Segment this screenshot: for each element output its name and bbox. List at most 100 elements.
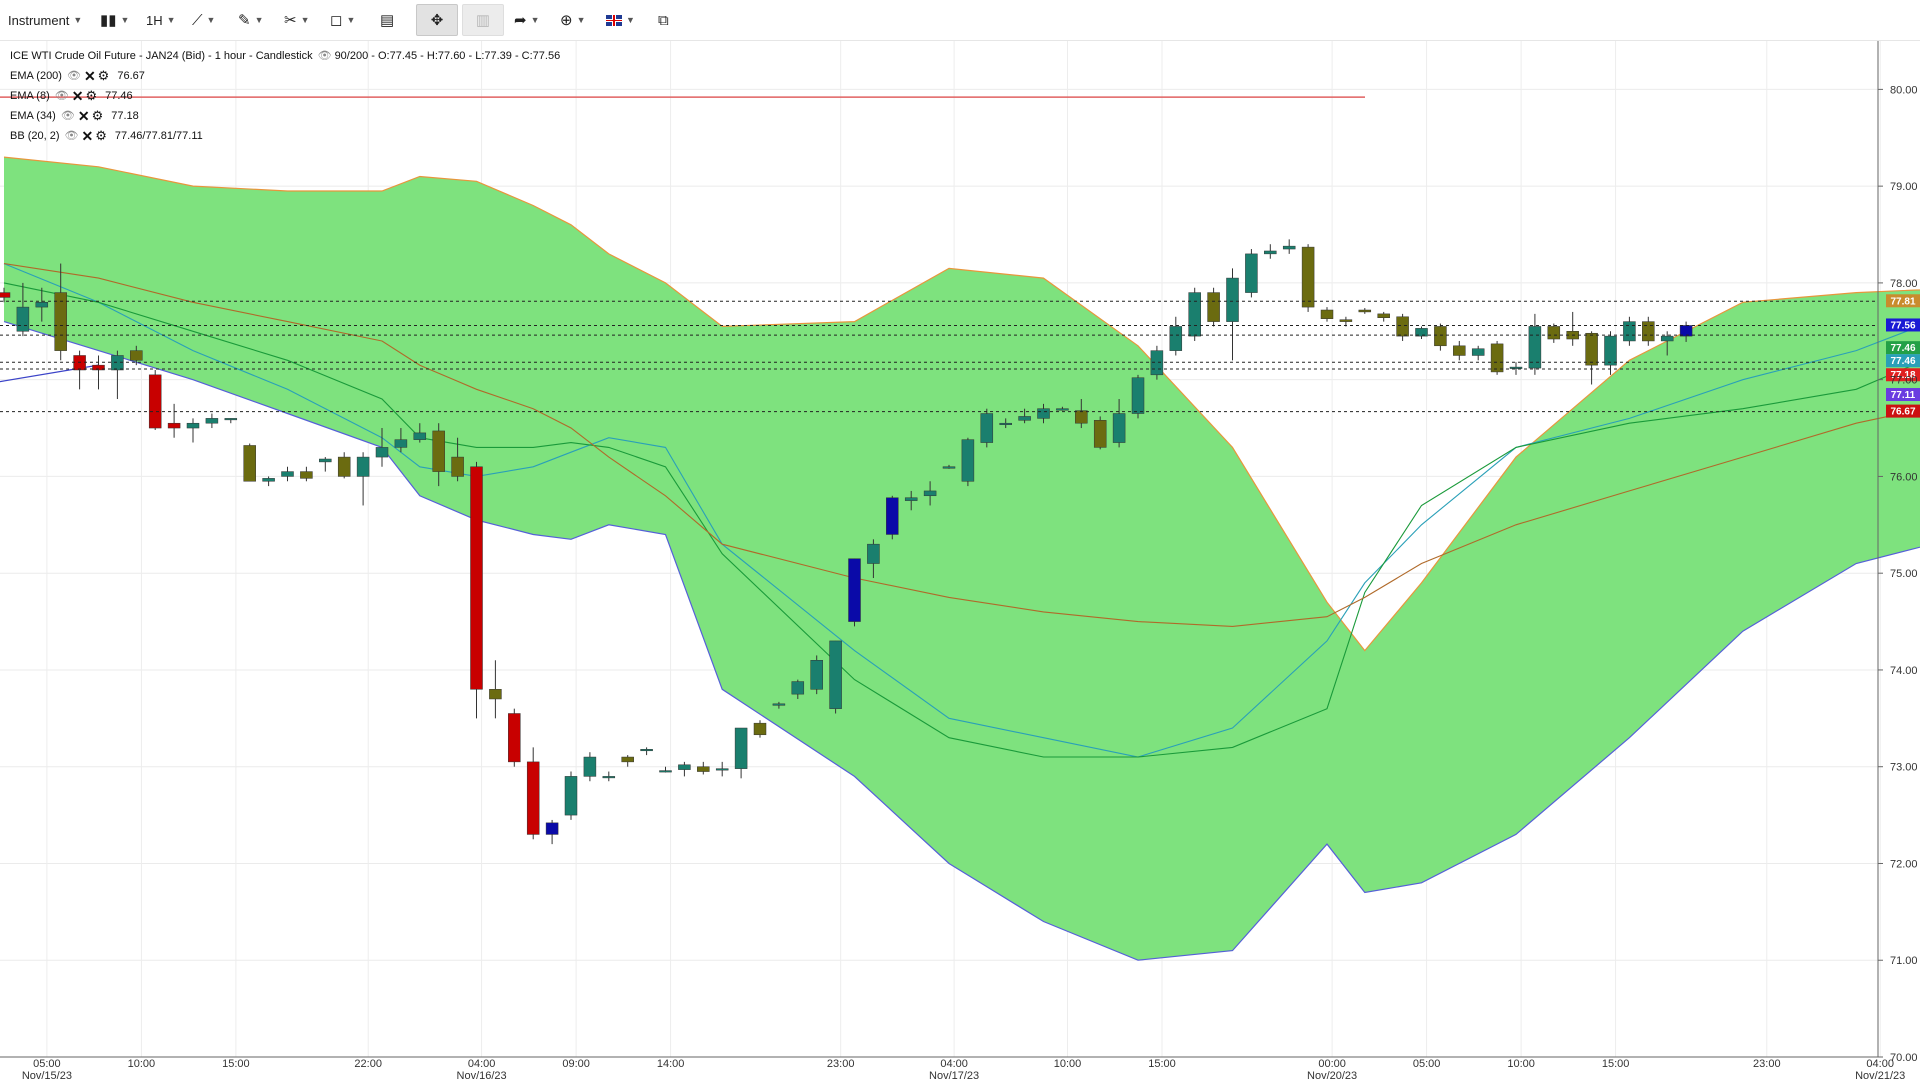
candle-body: [583, 756, 597, 777]
arrow-button[interactable]: ➦ ▼: [514, 8, 540, 32]
x-tick-label: 15:00: [1148, 1058, 1176, 1070]
bollinger-lower-line: [3, 321, 1920, 961]
candle-body: [319, 458, 332, 463]
legend-bb-value: 77.46/77.81/77.11: [114, 130, 203, 142]
eye-icon[interactable]: 👁: [60, 110, 75, 122]
candle-body: [1056, 408, 1069, 411]
fullscreen-icon: ✥: [430, 12, 444, 29]
chart-type-button[interactable]: ▮▮ ▼: [100, 8, 129, 32]
gear-icon[interactable]: ⚙: [97, 68, 110, 83]
gear-icon[interactable]: ⚙: [95, 128, 107, 143]
candle-body: [1320, 309, 1334, 319]
fullscreen-button[interactable]: ✥: [416, 4, 458, 36]
chart-legend: ICE WTI Crude Oil Future - JAN24 (Bid) -…: [10, 46, 560, 146]
price-chart[interactable]: 77.81 77.56 77.46 77.46 77.18 77.11 76.67 70.0…: [0, 41, 1920, 1080]
candle-body: [432, 430, 445, 472]
candle-body: [262, 478, 275, 482]
price-level-badge: [1886, 388, 1920, 402]
candle-body: [1547, 326, 1561, 340]
bollinger-upper-line: [3, 156, 1920, 652]
instrument-dropdown[interactable]: Instrument ▼: [8, 8, 82, 32]
price-level-badge: [1886, 341, 1920, 355]
x-tick-label: 00:00: [1318, 1058, 1346, 1070]
candle-body: [1169, 326, 1183, 351]
candle-body: [602, 776, 616, 779]
candle-body: [243, 445, 256, 482]
crosshair-button[interactable]: ✂ ▼: [284, 8, 310, 32]
price-level-label: 77.81: [1890, 296, 1915, 307]
eye-icon[interactable]: 👁: [64, 130, 79, 142]
y-tick-label: 80.00: [1890, 84, 1918, 96]
chevron-down-icon: ▼: [346, 15, 356, 25]
price-level-label: 77.18: [1890, 370, 1915, 381]
x-date-label: Nov/21/23: [1855, 1070, 1905, 1080]
x-tick-label: 23:00: [827, 1058, 855, 1070]
candle-body: [640, 749, 653, 752]
chevron-down-icon: ▼: [576, 15, 586, 25]
gear-icon[interactable]: ⚙: [91, 108, 104, 123]
chevron-down-icon: ▼: [530, 15, 540, 25]
draw-button[interactable]: ✎ ▼: [238, 8, 264, 32]
legend-ema34-value: 77.18: [111, 110, 139, 122]
price-level-badge: [1886, 294, 1920, 308]
close-icon[interactable]: ✕: [71, 88, 84, 104]
candle-body: [904, 497, 918, 501]
candle-body: [1358, 309, 1372, 313]
close-icon[interactable]: ✕: [83, 68, 96, 84]
price-axis: 70.00 71.00 72.00 73.00 74.00 75.00 76.00 77.00…: [1877, 41, 1918, 1064]
x-tick-label: 04:00: [468, 1058, 496, 1070]
price-level-label: 77.46: [1890, 356, 1915, 367]
candle-body: [1509, 366, 1523, 369]
x-tick-label: 05:00: [33, 1058, 61, 1070]
trendline-button[interactable]: ⟋ ▼: [192, 8, 215, 32]
legend-ema8: EMA (8) 👁 ✕ ⚙ 77.46: [10, 86, 560, 106]
candle-body: [224, 418, 238, 421]
histogram-button[interactable]: ▥: [462, 4, 504, 36]
y-tick-label: 75.00: [1890, 568, 1918, 580]
x-tick-label: 09:00: [562, 1058, 590, 1070]
candle-body: [1245, 253, 1258, 293]
candle-body: [715, 768, 729, 771]
eye-icon[interactable]: 👁: [66, 70, 81, 82]
x-date-label: Nov/20/23: [1307, 1070, 1357, 1080]
x-tick-label: 23:00: [1753, 1058, 1781, 1070]
candle-body: [205, 418, 219, 424]
candle-body: [1093, 420, 1107, 448]
language-button[interactable]: ▼: [606, 8, 635, 32]
candle-body: [1131, 377, 1145, 414]
candle-body: [564, 776, 578, 816]
candle-body: [678, 764, 691, 770]
delete-button[interactable]: ◻ ▼: [330, 8, 355, 32]
candle-body: [980, 413, 994, 443]
y-tick-label: 72.00: [1890, 858, 1918, 870]
layout-icon: ▤: [380, 12, 395, 29]
legend-instrument-title: ICE WTI Crude Oil Future - JAN24 (Bid) -…: [10, 50, 313, 62]
eye-icon[interactable]: 👁: [317, 50, 332, 62]
candle-body: [1112, 413, 1126, 443]
legend-ema34: EMA (34) 👁 ✕ ⚙ 77.18: [10, 106, 560, 126]
timeframe-dropdown[interactable]: 1H ▼: [146, 8, 176, 32]
bollinger-band-fill: [4, 157, 1920, 961]
crosshair-icon: ✂: [284, 12, 297, 29]
globe-button[interactable]: ⊕ ▼: [560, 8, 586, 32]
popout-icon: ⧉: [658, 11, 669, 29]
candle-body: [1264, 250, 1277, 255]
price-level-badge: [1886, 404, 1920, 418]
candle-body: [1623, 321, 1636, 342]
candle-body: [1490, 343, 1504, 373]
chart-type-icon: ▮▮: [100, 12, 117, 29]
close-icon[interactable]: ✕: [77, 108, 90, 124]
close-icon[interactable]: ✕: [81, 128, 94, 144]
x-tick-label: 15:00: [222, 1058, 250, 1070]
layout-button[interactable]: ▤: [380, 8, 394, 32]
candle-body: [375, 447, 389, 458]
candle-body: [508, 713, 521, 763]
candle-body: [697, 766, 710, 772]
candle-body: [356, 456, 370, 477]
histogram-icon: ▥: [475, 12, 491, 29]
popout-button[interactable]: ⧉: [658, 8, 669, 32]
candle-body: [148, 374, 162, 429]
eye-icon[interactable]: 👁: [54, 90, 69, 102]
gear-icon[interactable]: ⚙: [85, 88, 98, 103]
